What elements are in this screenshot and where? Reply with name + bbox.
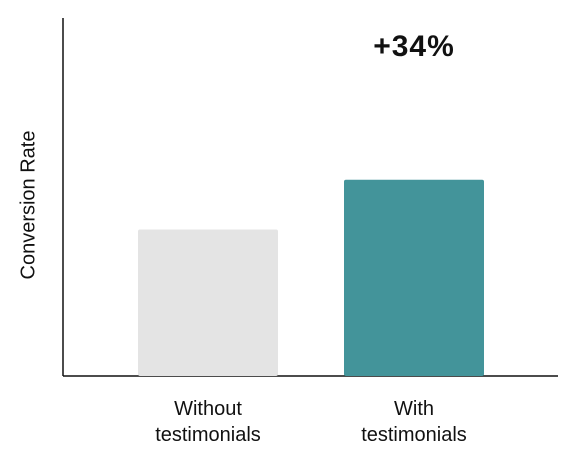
- lift-annotation: +34%: [373, 30, 455, 63]
- bar-with-testimonials: [344, 179, 484, 376]
- bars-group: [138, 179, 484, 376]
- x-tick-label-with: With testimonials: [324, 396, 504, 448]
- x-tick-label-line: testimonials: [361, 424, 467, 446]
- x-tick-label-line: testimonials: [155, 424, 261, 446]
- x-tick-label-line: Without: [174, 398, 242, 420]
- bar-without-testimonials: [138, 229, 278, 376]
- y-axis-label: Conversion Rate: [17, 130, 40, 280]
- x-tick-label-line: With: [394, 398, 434, 420]
- x-tick-label-without: Without testimonials: [118, 396, 298, 448]
